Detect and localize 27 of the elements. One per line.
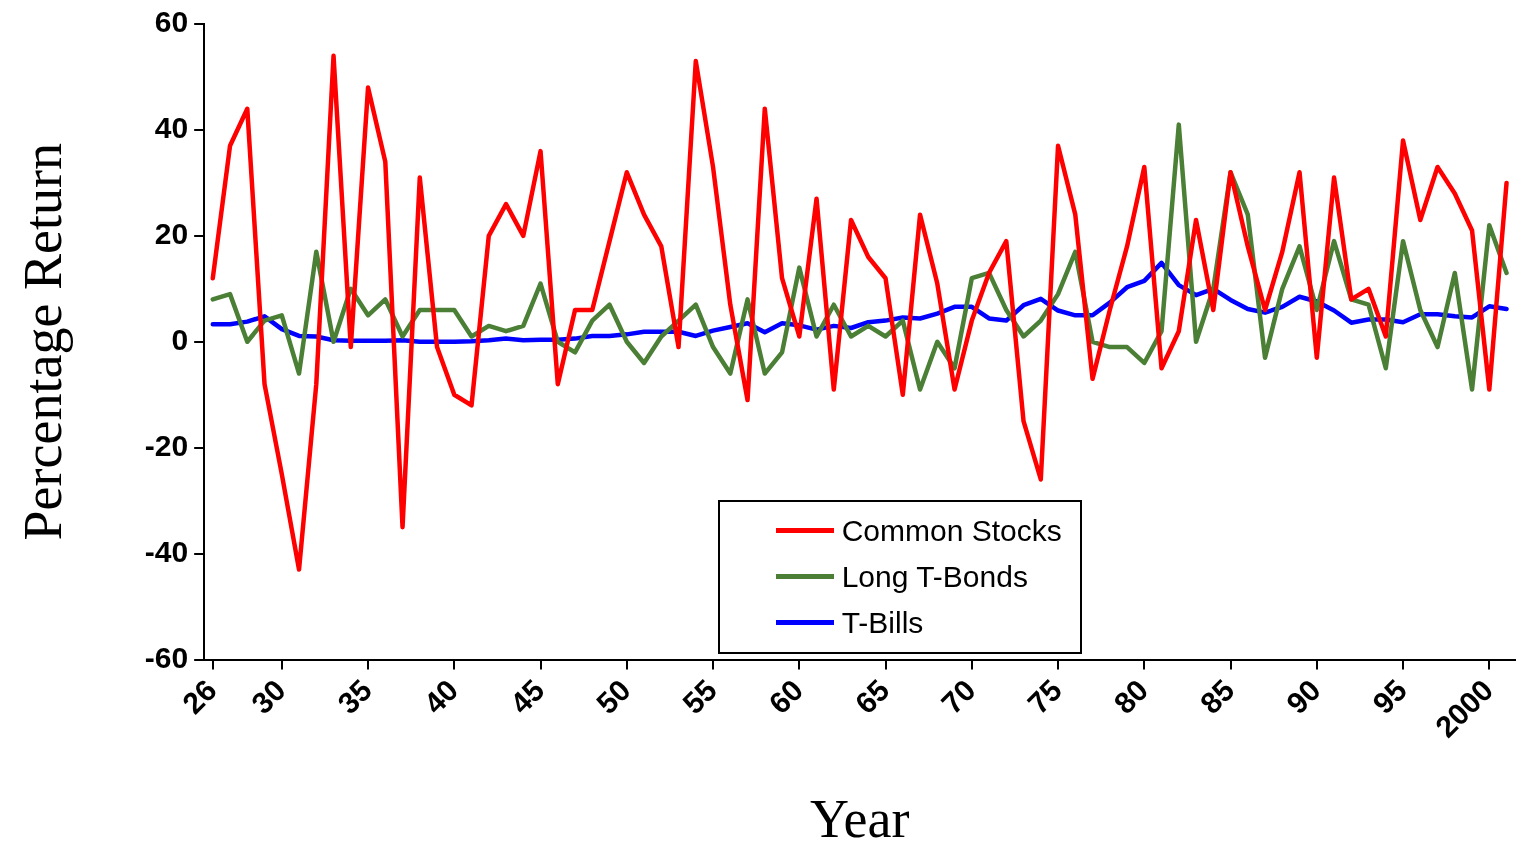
x-tick-label: 26 xyxy=(175,673,223,720)
x-tick-label: 30 xyxy=(244,673,292,720)
y-tick-label: -60 xyxy=(144,640,189,674)
x-tick-label: 60 xyxy=(762,673,810,720)
x-tick-label: 70 xyxy=(934,673,982,720)
x-tick-label: 95 xyxy=(1366,673,1414,720)
x-tick-label: 80 xyxy=(1107,673,1155,720)
y-tick-label: 60 xyxy=(154,5,189,39)
y-tick-label: -40 xyxy=(144,534,189,568)
x-tick-label: 65 xyxy=(848,673,896,720)
x-tick-label: 85 xyxy=(1193,673,1241,720)
y-tick-label: -20 xyxy=(144,428,189,462)
y-axis-title: Percentage Return xyxy=(12,143,73,541)
x-tick-label: 55 xyxy=(676,673,724,720)
y-tick-label: 40 xyxy=(154,111,189,145)
x-tick-label: 40 xyxy=(417,673,465,720)
x-axis-title: Year xyxy=(809,788,910,849)
x-tick-label: 90 xyxy=(1279,673,1327,720)
y-tick-label: 20 xyxy=(154,217,189,251)
x-tick-label: 35 xyxy=(331,673,379,720)
x-tick-label: 50 xyxy=(589,673,637,720)
legend-label: Common Stocks xyxy=(841,513,1062,548)
legend-label: T-Bills xyxy=(841,605,924,640)
x-tick-label: 75 xyxy=(1021,673,1069,720)
legend-label: Long T-Bonds xyxy=(841,559,1028,594)
y-tick-label: 0 xyxy=(171,323,189,357)
x-tick-label: 45 xyxy=(503,673,551,720)
